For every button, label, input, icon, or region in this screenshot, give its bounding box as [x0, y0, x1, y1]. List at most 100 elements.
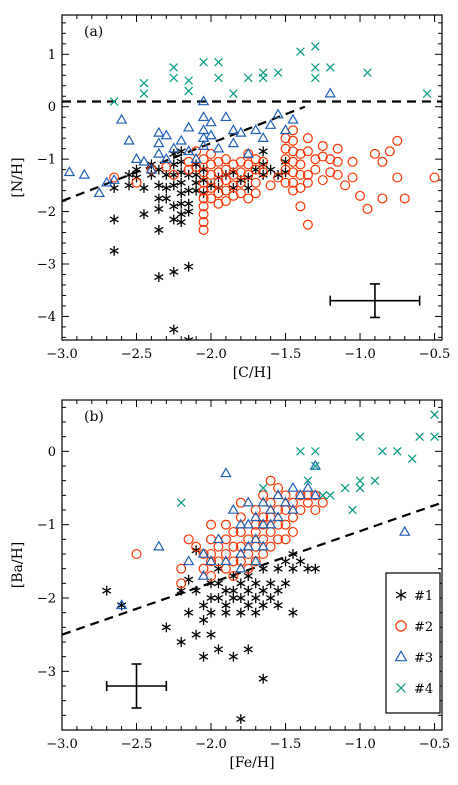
legend-label: #4: [414, 682, 433, 697]
data-point: [258, 548, 269, 560]
data-point: [295, 159, 306, 170]
data-point: [287, 503, 299, 514]
data-point: [288, 607, 298, 618]
data-point: [280, 164, 291, 175]
data-point: [184, 261, 194, 272]
data-point: [369, 148, 380, 159]
x-tick-label: −1.5: [270, 347, 302, 362]
data-point: [236, 714, 246, 724]
data-point: [227, 503, 240, 514]
data-point: [228, 159, 239, 170]
data-point: [310, 563, 320, 574]
data-point: [191, 629, 201, 640]
data-point: [184, 185, 194, 196]
data-point: [78, 168, 91, 179]
data-point: [131, 177, 142, 188]
data-point: [197, 95, 210, 106]
data-point: [228, 570, 239, 582]
data-point: [93, 187, 105, 198]
data-point: [249, 533, 262, 544]
data-point: [153, 126, 165, 137]
data-point: [205, 519, 217, 530]
data-point: [175, 134, 187, 145]
data-point: [273, 563, 283, 574]
data-point: [220, 185, 231, 196]
data-point: [221, 607, 231, 618]
data-point: [198, 615, 209, 625]
data-point: [139, 78, 149, 88]
data-point: [317, 151, 328, 162]
data-point: [355, 190, 366, 201]
data-point: [399, 193, 410, 204]
data-point: [154, 193, 164, 204]
x-tick-label: −0.5: [419, 347, 451, 362]
data-point: [124, 169, 134, 180]
data-point: [213, 177, 224, 188]
data-point: [287, 177, 299, 188]
data-point: [279, 496, 292, 507]
data-point: [138, 155, 150, 166]
data-point: [250, 154, 261, 165]
x-tick-label: −3.0: [46, 737, 78, 752]
data-point: [109, 97, 119, 106]
data-point: [176, 146, 186, 157]
data-point: [220, 164, 231, 175]
data-point: [191, 585, 201, 596]
data-point: [205, 116, 217, 127]
y-tick-label: −3: [37, 257, 56, 272]
x-axis-label: [Fe/H]: [229, 755, 274, 771]
data-point: [139, 183, 149, 193]
data-point: [153, 147, 165, 158]
data-point: [183, 164, 194, 175]
data-point: [258, 167, 269, 178]
data-point: [205, 193, 217, 204]
data-point: [228, 169, 239, 180]
data-point: [422, 89, 432, 98]
data-point: [169, 266, 179, 277]
data-point: [206, 629, 216, 640]
y-tick-label: 0: [48, 100, 56, 115]
data-point: [355, 476, 365, 485]
data-point: [243, 644, 253, 655]
x-tick-label: −1.0: [344, 737, 376, 752]
data-point: [378, 447, 387, 456]
data-point: [235, 188, 246, 199]
legend: #1 #2 #3 #4: [385, 572, 441, 714]
data-point: [317, 141, 328, 152]
data-point: [183, 534, 194, 545]
data-point: [199, 57, 208, 67]
data-point: [146, 169, 157, 180]
data-point: [220, 555, 232, 566]
data-point: [176, 177, 186, 188]
data-point: [273, 585, 283, 596]
data-point: [311, 73, 320, 83]
plot-area: [62, 42, 442, 340]
axes-frame: [61, 399, 443, 731]
data-point: [221, 585, 231, 596]
x-tick-label: −2.0: [195, 737, 227, 752]
series-group-2: [131, 475, 328, 589]
data-point: [242, 147, 255, 158]
data-point: [182, 121, 195, 132]
data-point: [205, 129, 217, 140]
dashed-divider-line: [62, 105, 306, 203]
data-point: [377, 156, 388, 167]
data-point: [347, 156, 358, 167]
data-point: [131, 548, 142, 560]
y-tick-label: −4: [37, 310, 56, 325]
data-point: [355, 432, 365, 441]
data-point: [102, 585, 112, 596]
data-point: [265, 475, 276, 486]
x-tick-label: −3.0: [46, 347, 78, 362]
data-point: [184, 76, 193, 85]
data-point: [309, 489, 322, 500]
data-point: [228, 571, 238, 581]
data-point: [212, 142, 225, 153]
data-point: [176, 498, 186, 507]
data-point: [100, 176, 113, 187]
data-point: [302, 177, 313, 188]
data-point: [220, 196, 231, 207]
series-group-4: [176, 410, 439, 515]
data-point: [160, 153, 173, 163]
data-point: [153, 137, 165, 148]
